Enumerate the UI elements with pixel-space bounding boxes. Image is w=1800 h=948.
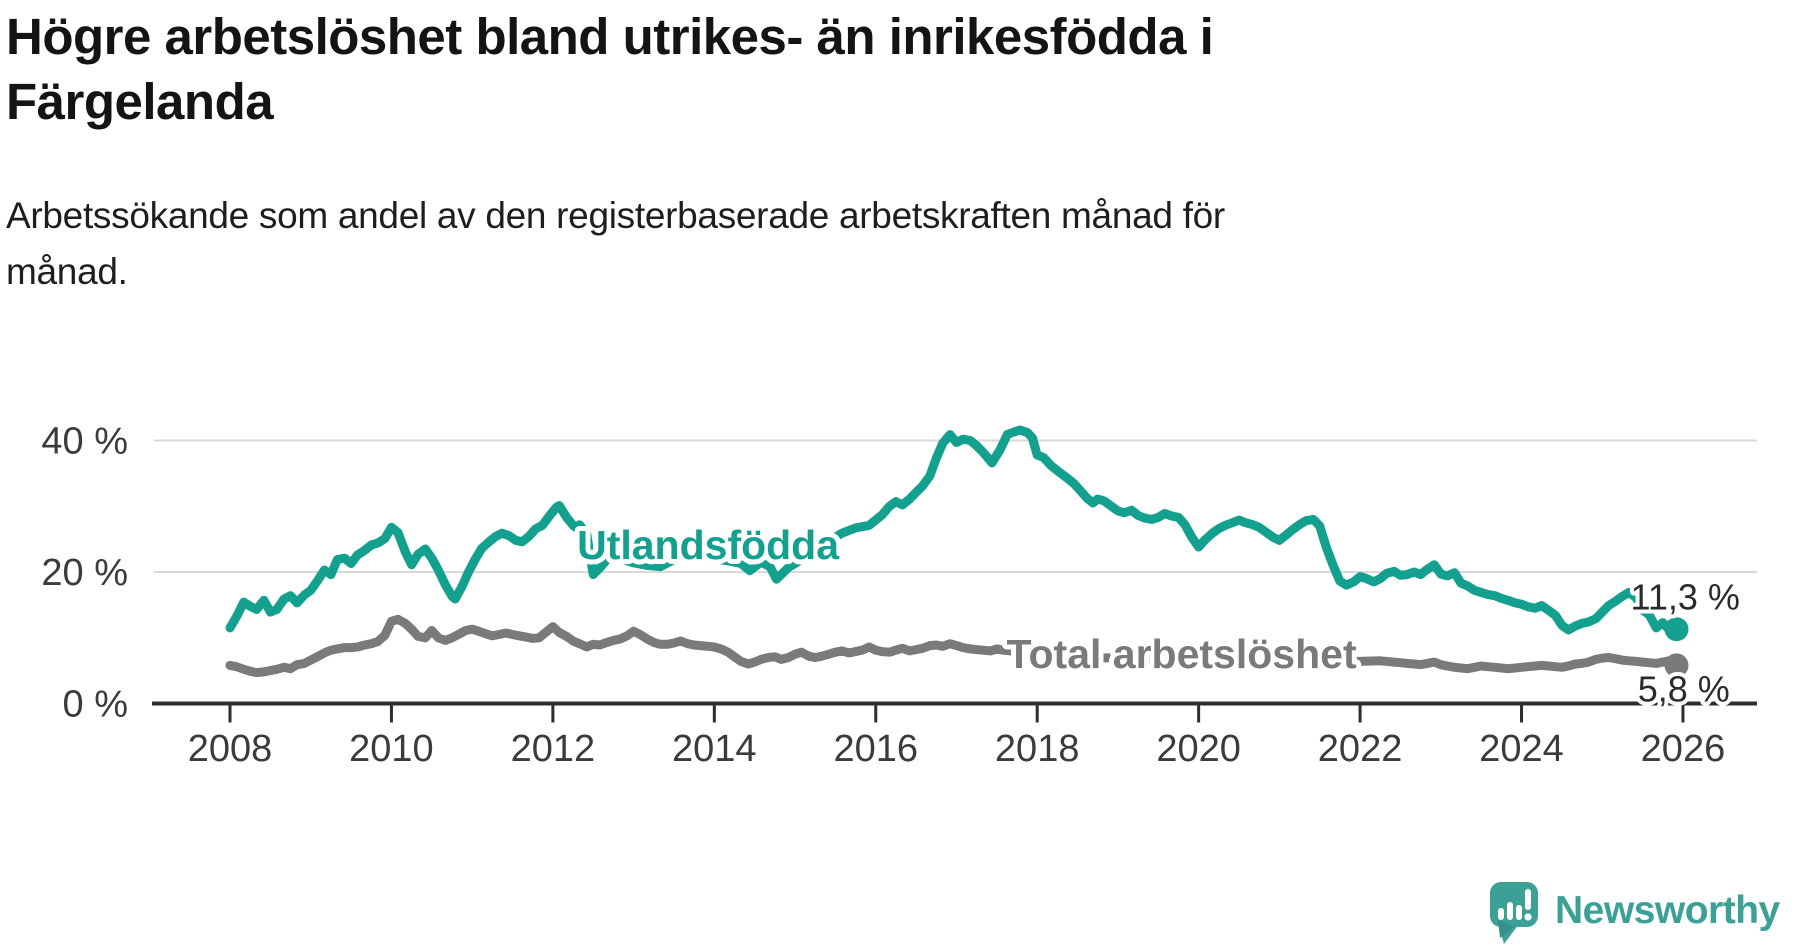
y-axis-label-20pct: 20 %	[41, 552, 128, 594]
series-line-utlandsfodda	[225, 425, 1681, 635]
x-axis-label-2016: 2016	[833, 728, 918, 770]
x-axis-label-2010: 2010	[349, 728, 434, 770]
page-title-line-2: Färgelanda	[6, 73, 274, 130]
x-axis-label-2014: 2014	[672, 728, 757, 770]
series-end-value-label-total-arbetsloshet: 5,8 %	[1638, 669, 1730, 710]
newsworthy-logo-icon	[1490, 882, 1538, 944]
newsworthy-logo: Newsworthy	[1488, 880, 1780, 946]
x-axis-label-2018: 2018	[995, 728, 1080, 770]
newsworthy-logo-text: Newsworthy	[1555, 889, 1780, 932]
page-title-line-1: Högre arbetslöshet bland utrikes- än inr…	[6, 8, 1214, 65]
page-subtitle-line-1: Arbetssökande som andel av den registerb…	[6, 195, 1225, 236]
series-end-dot-utlandsfodda	[1664, 617, 1689, 642]
x-axis-label-2024: 2024	[1479, 728, 1564, 770]
x-axis-label-2022: 2022	[1318, 728, 1403, 770]
y-axis-label-0pct: 0 %	[63, 684, 128, 726]
series-label-total-arbetsloshet: Total arbetslöshet	[1007, 631, 1357, 677]
series-end-dot-total-arbetsloshet	[1664, 653, 1689, 678]
x-axis-label-2008: 2008	[188, 728, 273, 770]
y-axis-label-40pct: 40 %	[41, 421, 128, 463]
x-axis-label-2020: 2020	[1156, 728, 1241, 770]
x-axis-label-2012: 2012	[511, 728, 596, 770]
series-end-value-label-utlandsfodda: 11,3 %	[1630, 576, 1739, 617]
x-axis-label-2026: 2026	[1641, 728, 1726, 770]
series-label-utlandsfodda: Utlandsfödda	[577, 522, 840, 568]
page-title: Högre arbetslöshet bland utrikes- än inr…	[6, 4, 1214, 134]
series-line-total-arbetsloshet	[225, 614, 1681, 678]
page-subtitle: Arbetssökande som andel av den registerb…	[6, 188, 1225, 300]
page-subtitle-line-2: månad.	[6, 251, 128, 292]
